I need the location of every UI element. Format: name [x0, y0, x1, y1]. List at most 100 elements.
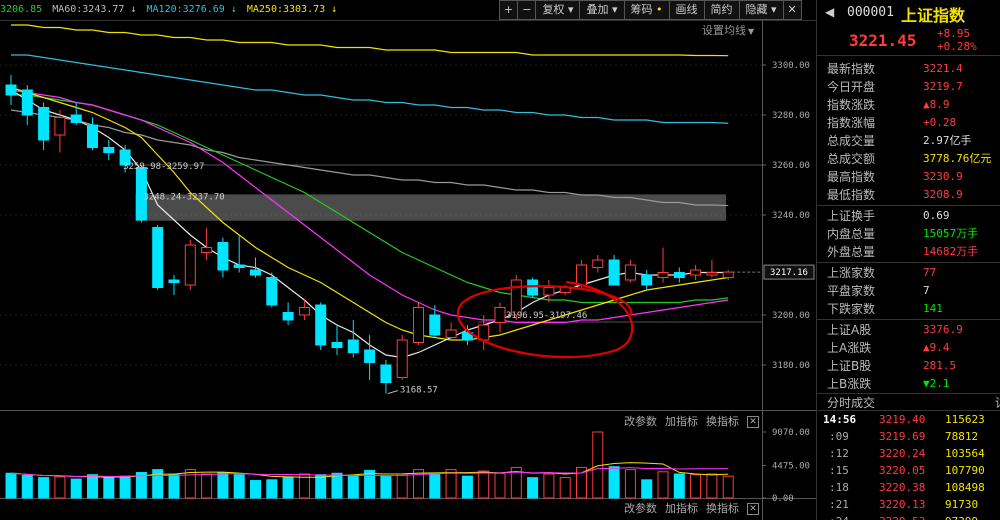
stat-row: 上证B股 281.5 [817, 357, 1000, 375]
switch-indicator-button[interactable]: 换指标 [706, 415, 739, 428]
volume-bar [657, 471, 669, 499]
stat-label: 下跌家数 [827, 302, 876, 316]
hand-drawn-circle [457, 280, 634, 359]
set-ma-label: 设置均线 [702, 24, 746, 37]
candle-body [233, 264, 245, 268]
y-tick-label: 3200.00 [772, 311, 810, 321]
ma250-line [11, 24, 729, 57]
candle-body [331, 342, 343, 348]
volume-bar [673, 473, 685, 499]
candle-body [461, 332, 473, 341]
volume-bar [690, 474, 702, 499]
candle-body [673, 272, 685, 278]
stat-label: 最新指数 [827, 62, 876, 76]
stat-row: 内盘总量 15057万手 [817, 225, 1000, 243]
stat-value: 281.5 [923, 359, 957, 372]
candle-body [624, 264, 636, 281]
volume-bar [461, 475, 473, 499]
volume-bar [706, 473, 718, 499]
overlay-button[interactable]: 叠加 ▾ [579, 0, 625, 20]
close-icon[interactable]: ✕ [747, 503, 759, 515]
y-tick-label: 3280.00 [772, 111, 810, 121]
switch-indicator-button-2[interactable]: 换指标 [706, 502, 739, 515]
candle-body [396, 339, 408, 378]
candle-body [315, 304, 327, 346]
adjust-price-label: 复权 [542, 3, 565, 16]
stat-value: 2.97亿手 [923, 134, 972, 147]
stat-row: 平盘家数 7 [817, 282, 1000, 300]
stat-label: 总成交量 [827, 134, 876, 148]
chevron-down-icon: ▾ [567, 3, 574, 16]
volume-bar [184, 469, 196, 499]
divider [817, 205, 1000, 206]
indicator-subchart-header: 改参数 加指标 换指标 ✕ [624, 501, 759, 517]
hide-label: 隐藏 [745, 3, 768, 16]
candle-body [87, 124, 98, 148]
close-chart-button[interactable]: ✕ [782, 0, 802, 20]
overlay-label: 叠加 [586, 3, 609, 16]
candle-body [282, 312, 294, 321]
volume-bar [478, 470, 490, 499]
stat-value: 3230.9 [923, 170, 963, 183]
zoom-out-button[interactable]: + [499, 0, 519, 20]
stat-label: 上证换手 [827, 209, 876, 223]
simple-mode-button[interactable]: 简约 [703, 0, 740, 20]
hide-button[interactable]: 隐藏 ▾ [738, 0, 784, 20]
ma-legend: 3206.85 MA60:3243.77 ↓ MA120:3276.69 ↓ M… [0, 0, 341, 20]
trade-price: 3220.53 [879, 513, 925, 520]
volume-subchart-header: 改参数 加指标 换指标 ✕ [624, 414, 759, 430]
trade-row: :24 3220.53 97399 [817, 513, 1000, 520]
stat-row: 今日开盘 3219.7 [817, 78, 1000, 96]
volume-bar [722, 475, 734, 499]
volume-bar [87, 474, 98, 499]
volume-bar [624, 469, 636, 499]
trade-time: :21 [829, 498, 849, 511]
trade-row: :12 3220.24 103564 [817, 445, 1000, 462]
volume-bar [527, 477, 539, 499]
stat-row: 总成交额 3778.76亿元 [817, 150, 1000, 168]
divider [817, 319, 1000, 320]
edit-params-button-2[interactable]: 改参数 [624, 502, 657, 515]
trade-volume: 115623 [945, 413, 985, 426]
ma60-value: MA60:3243.77 ↓ [52, 4, 137, 15]
gap-annotation: 3196.95-3197.46 [506, 311, 587, 321]
candle-body [380, 364, 392, 383]
set-ma-button[interactable]: 设置均线 ▼ [702, 22, 754, 38]
add-indicator-button-2[interactable]: 加指标 [665, 502, 698, 515]
trade-price: 3220.13 [879, 498, 926, 511]
candle-body [690, 269, 702, 276]
add-indicator-button[interactable]: 加指标 [665, 415, 698, 428]
stat-label: 指数涨幅 [827, 116, 876, 130]
y-tick-label: 3180.00 [772, 361, 810, 371]
close-icon[interactable]: ✕ [747, 416, 759, 428]
stat-value: 141 [923, 302, 943, 315]
chip-label: 筹码 [630, 3, 653, 16]
ma120-line [11, 54, 729, 124]
stat-value: +0.28 [923, 116, 957, 129]
stat-label: 上涨家数 [827, 266, 876, 280]
candle-body [135, 167, 147, 221]
ma120-value: MA120:3276.69 ↓ [146, 4, 237, 15]
kline-chart[interactable]: 3300.00 3280.00 3260.00 3240.00 3200.00 3180.… [0, 0, 816, 520]
stat-label: 总成交额 [827, 152, 876, 166]
dot-icon: • [656, 3, 663, 16]
edit-params-button[interactable]: 改参数 [624, 415, 657, 428]
trade-details-link[interactable]: 详 [995, 394, 1000, 412]
low-price-label: 3168.57 [400, 386, 438, 396]
trade-time: :18 [829, 481, 849, 494]
volume-bar [559, 477, 571, 499]
stat-row: 上证A股 3376.9 [817, 321, 1000, 339]
volume-bar [70, 478, 82, 499]
volume-bar [347, 474, 359, 499]
chevron-down-icon: ▾ [771, 3, 777, 16]
trade-time: :12 [829, 447, 849, 460]
kline-chart-area[interactable]: 3300.00 3280.00 3260.00 3240.00 3200.00 3180.… [0, 0, 816, 520]
back-arrow-icon[interactable]: ◀ [825, 5, 835, 19]
candle-body [250, 269, 261, 276]
chip-button[interactable]: 筹码 • [623, 0, 670, 20]
adjust-price-button[interactable]: 复权 ▾ [535, 0, 581, 20]
draw-line-button[interactable]: 画线 [668, 0, 705, 20]
stat-value: 14682万手 [923, 245, 979, 258]
zoom-in-button[interactable]: − [517, 0, 537, 20]
candle-body [592, 259, 604, 268]
